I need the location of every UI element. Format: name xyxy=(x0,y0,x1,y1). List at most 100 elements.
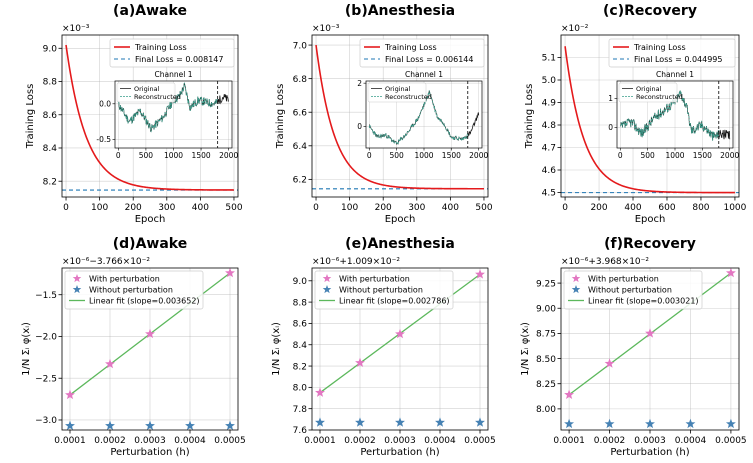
x-tick-label: 400 xyxy=(442,203,459,213)
x-tick-label: 0.0002 xyxy=(344,436,376,446)
y-tick-label: 7.6 xyxy=(293,426,308,436)
x-axis-label: Perturbation (h) xyxy=(360,447,439,458)
without-perturbation-point xyxy=(725,418,736,429)
y-tick-label: 6.8 xyxy=(293,75,308,85)
axes-frame xyxy=(311,34,489,198)
axes-frame xyxy=(61,34,239,198)
legend-label: With perturbation xyxy=(339,274,410,283)
x-tick-label: 0.0004 xyxy=(675,436,707,446)
with-perturbation-point xyxy=(564,389,575,399)
x-tick-label: 100 xyxy=(341,203,358,213)
inset-x-tick-label: 1000 xyxy=(414,151,433,160)
legend-label: With perturbation xyxy=(588,274,659,283)
legend-label: Final Loss = 0.044995 xyxy=(634,55,723,64)
x-axis-label: Perturbation (h) xyxy=(110,447,189,458)
inset-plot: Channel 1 0 500 1000 1500 2000 1 0 OriginalRecon… xyxy=(608,70,739,160)
without-perturbation-point xyxy=(685,418,696,429)
inset-y-tick-label: 0 xyxy=(357,122,362,131)
inset-x-tick-label: 1500 xyxy=(442,151,461,160)
training-loss-line xyxy=(315,44,484,190)
with-perturbation-point xyxy=(105,358,115,369)
x-tick-label: 0.0001 xyxy=(304,436,336,446)
axis-offset-text: ×10⁻³ xyxy=(62,24,90,34)
inset-legend-label: Original xyxy=(385,85,411,93)
inset-legend-label: Reconstructed xyxy=(385,93,432,101)
with-perturbation-point xyxy=(355,357,365,368)
inset-legend-box xyxy=(618,82,678,103)
y-tick-label: 9.0 xyxy=(293,277,308,287)
y-tick-label: 6.6 xyxy=(293,108,308,118)
x-tick-label: 0.0004 xyxy=(174,436,206,446)
legend-box xyxy=(314,270,454,310)
inset-x-tick-label: 0 xyxy=(116,151,121,160)
legend-label: Final Loss = 0.008147 xyxy=(135,55,224,64)
x-tick-label: 300 xyxy=(158,203,175,213)
y-tick-label: 8.6 xyxy=(293,320,308,330)
inset-x-tick-label: 500 xyxy=(139,151,154,160)
y-tick-label: 8.6 xyxy=(43,111,58,121)
y-tick-label: 8.8 xyxy=(43,78,58,88)
without-perturbation-point xyxy=(225,420,235,431)
chart-panel-6: (f)Recovery 0.0001 0.0002 0.0003 0.0004 0.000… xyxy=(520,236,747,458)
inset-x-tick-label: 2000 xyxy=(720,151,739,160)
axis-offset-text: ×10⁻⁶+1.009×10⁻² xyxy=(312,257,400,267)
legend-label: Linear fit (slope=0.003652) xyxy=(89,296,200,305)
x-tick-label: 400 xyxy=(624,203,641,213)
y-axis-label: Training Loss xyxy=(25,84,36,150)
x-tick-label: 0.0005 xyxy=(214,436,246,446)
legend-label: Final Loss = 0.006144 xyxy=(385,55,474,64)
original-signal-tail xyxy=(217,93,229,105)
x-axis-label: Epoch xyxy=(635,214,666,225)
without-perturbation-point xyxy=(604,418,615,429)
legend-box xyxy=(109,38,235,68)
legend-swatch-with-perturbation xyxy=(571,274,581,283)
inset-x-tick-label: 1500 xyxy=(693,151,712,160)
x-tick-label: 100 xyxy=(91,203,108,213)
x-tick-label: 0.0005 xyxy=(715,436,747,446)
inset-y-tick-label: -0.5 xyxy=(96,135,111,144)
x-tick-label: 0.0002 xyxy=(594,436,626,446)
legend-label: Training Loss xyxy=(134,43,187,52)
legend-label: Without perturbation xyxy=(588,285,672,294)
without-perturbation-point xyxy=(475,417,485,427)
y-tick-label: 7.8 xyxy=(293,405,308,415)
original-signal-tail xyxy=(467,112,480,137)
y-tick-label: 9.0 xyxy=(43,44,58,54)
chart-title: (e)Anesthesia xyxy=(345,236,455,252)
x-tick-label: 0.0005 xyxy=(464,436,496,446)
legend-box xyxy=(563,270,703,310)
legend-swatch-without-perturbation xyxy=(72,285,82,294)
legend-swatch-without-perturbation xyxy=(322,285,332,294)
inset-x-tick-label: 0 xyxy=(618,151,623,160)
legend-swatch-with-perturbation xyxy=(322,274,332,283)
y-tick-label: −3.0 xyxy=(35,416,57,426)
y-tick-label: 4.9 xyxy=(542,99,557,109)
inset-legend-label: Reconstructed xyxy=(636,93,683,101)
y-tick-label: 8.2 xyxy=(293,362,307,372)
inset-x-tick-label: 1000 xyxy=(164,151,183,160)
x-tick-label: 0 xyxy=(313,203,319,213)
x-tick-label: 300 xyxy=(408,203,425,213)
y-axis-label: 1/N Σᵢ φ(xᵢ) xyxy=(271,322,282,376)
x-tick-label: 0.0002 xyxy=(94,436,126,446)
inset-x-tick-label: 1500 xyxy=(192,151,211,160)
y-tick-label: 9.00 xyxy=(536,304,556,314)
without-perturbation-point xyxy=(185,420,195,431)
inset-legend-box xyxy=(367,82,427,103)
training-loss-line xyxy=(564,46,735,194)
x-tick-label: 200 xyxy=(590,203,607,213)
x-tick-label: 0.0001 xyxy=(553,436,585,446)
with-perturbation-point xyxy=(225,267,235,278)
legend-box xyxy=(608,38,736,68)
y-tick-label: −2.5 xyxy=(35,374,57,384)
inset-y-tick-label: 2 xyxy=(357,79,362,88)
inset-legend-label: Reconstructed xyxy=(134,93,181,101)
x-tick-label: 200 xyxy=(375,203,392,213)
y-axis-label: 1/N Σᵢ φ(xᵢ) xyxy=(520,322,531,376)
y-tick-label: 5.1 xyxy=(542,54,556,64)
y-axis-label: Training Loss xyxy=(524,84,535,150)
inset-x-tick-label: 0 xyxy=(367,151,372,160)
y-tick-label: 4.5 xyxy=(542,189,556,199)
legend-label: Training Loss xyxy=(633,43,686,52)
